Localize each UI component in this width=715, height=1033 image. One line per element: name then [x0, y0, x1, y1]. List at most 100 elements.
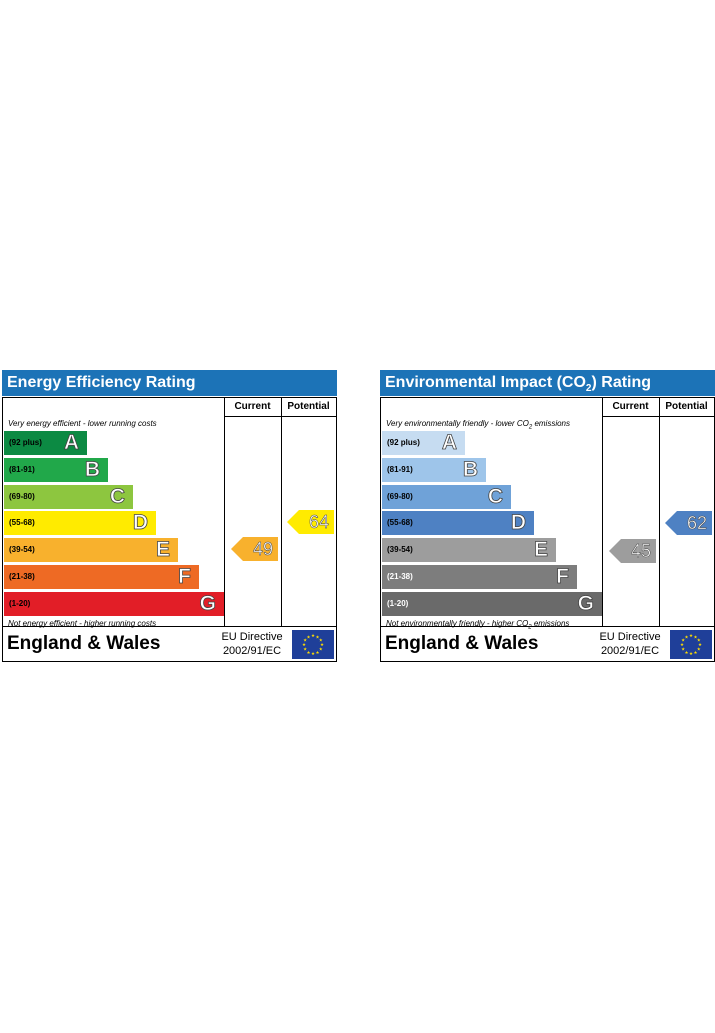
arrow-shape — [665, 511, 712, 536]
band-f: (21-38) F — [4, 565, 199, 589]
eu-star-icon: ★ — [680, 642, 685, 647]
eu-directive: EU Directive 2002/91/EC — [217, 630, 287, 658]
eu-star-icon: ★ — [303, 647, 308, 652]
energy-efficiency-chart: Energy Efficiency Rating Current Potenti… — [2, 370, 337, 662]
eu-flag-icon: ★★★★★★★★★ ★ ★★ — [292, 630, 334, 659]
band-g: (1-20) G — [4, 591, 224, 616]
band-d: (55-68) D — [4, 511, 156, 536]
eu-star-icon: ★ — [693, 634, 698, 639]
bottom-note-subscript: 2 — [528, 624, 532, 631]
title-suffix: ) Rating — [591, 374, 652, 391]
chart-body: Current Potential Very environmentally f… — [380, 397, 715, 662]
title-subscript: 2 — [585, 383, 592, 395]
eu-star-icon: ★ — [311, 633, 316, 638]
eu-star-icon: ★ — [689, 651, 694, 656]
top-note-suffix: emissions — [532, 419, 571, 428]
directive-line1: EU Directive — [599, 631, 661, 643]
eu-star-icon: ★ — [320, 642, 325, 647]
environmental-impact-chart: Environmental Impact (CO2) Rating Curren… — [380, 370, 715, 662]
band-letter: B — [84, 457, 100, 481]
top-note-subscript: 2 — [528, 424, 533, 431]
eu-star-icon: ★ — [302, 642, 307, 647]
country-label: England & Wales — [385, 633, 539, 654]
band-b: (81-91) B — [4, 457, 108, 482]
chart-title: Energy Efficiency Rating — [2, 370, 337, 396]
band-f: (21-38) F — [382, 565, 577, 589]
band-range-label: (81-91) — [9, 464, 35, 474]
band-range-label: (69-80) — [387, 491, 413, 501]
eu-star-icon: ★ — [306, 634, 311, 639]
eu-star-icon: ★ — [697, 647, 702, 652]
current-rating-value: 49 — [252, 539, 274, 560]
band-letter: G — [577, 591, 594, 615]
eu-star-icon: ★ — [315, 650, 320, 655]
band-letter: E — [155, 538, 171, 562]
eu-star-icon: ★ — [315, 634, 320, 639]
band-range-label: (39-54) — [9, 545, 35, 555]
eu-star-icon: ★ — [684, 650, 689, 655]
eu-star-icon: ★ — [693, 650, 698, 655]
potential-rating-value: 62 — [686, 513, 708, 534]
band-letter: A — [441, 431, 457, 455]
band-letter: D — [132, 511, 148, 535]
band-range-label: (55-68) — [9, 518, 35, 528]
band-range-label: (1-20) — [387, 598, 409, 608]
band-range-label: (21-38) — [9, 572, 35, 581]
arrow-shape — [287, 510, 334, 535]
band-range-label: (39-54) — [387, 545, 413, 555]
top-note: Very environmentally friendly - lower CO… — [386, 419, 570, 431]
band-range-label: (1-20) — [9, 598, 31, 608]
band-a: (92 plus) A — [4, 431, 87, 455]
bottom-note: Not environmentally friendly - higher CO… — [386, 619, 569, 631]
band-e: (39-54) E — [4, 538, 178, 563]
band-letter: B — [462, 457, 478, 481]
eu-star-icon: ★ — [697, 638, 702, 643]
directive-line2: 2002/91/EC — [222, 645, 282, 657]
band-range-label: (69-80) — [9, 491, 35, 501]
current-rating-value: 45 — [630, 540, 652, 562]
band-letter: F — [556, 565, 570, 589]
current-rating-arrow: 45 — [609, 538, 656, 563]
directive-line1: EU Directive — [221, 631, 283, 643]
eu-directive: EU Directive 2002/91/EC — [595, 630, 665, 658]
band-c: (69-80) C — [4, 484, 133, 509]
eu-flag-icon: ★★★★★★★★★ ★ ★★ — [670, 630, 712, 659]
band-range-label: (92 plus) — [387, 438, 420, 447]
band-letter: C — [109, 484, 125, 508]
eu-star-icon: ★ — [681, 638, 686, 643]
eu-star-icon: ★ — [689, 633, 694, 638]
eu-star-icon: ★ — [684, 634, 689, 639]
eu-star-icon: ★ — [306, 650, 311, 655]
column-header-current: Current — [612, 401, 649, 412]
band-e: (39-54) E — [382, 538, 556, 563]
band-b: (81-91) B — [382, 457, 486, 482]
eu-star-icon: ★ — [698, 642, 703, 647]
chart-title: Environmental Impact (CO2) Rating — [380, 370, 715, 396]
band-a: (92 plus) A — [382, 431, 465, 455]
potential-rating-value: 64 — [308, 512, 330, 533]
potential-rating-arrow: 64 — [287, 510, 334, 535]
band-range-label: (55-68) — [387, 518, 413, 528]
band-letter: A — [63, 431, 79, 455]
band-range-label: (81-91) — [387, 464, 413, 474]
column-header-potential: Potential — [665, 401, 708, 412]
band-d: (55-68) D — [382, 511, 534, 536]
top-note-prefix: Very environmentally friendly - lower CO — [386, 419, 529, 428]
bottom-note-prefix: Not environmentally friendly - higher CO — [386, 619, 529, 628]
band-letter: F — [178, 565, 192, 589]
eu-star-icon: ★ — [319, 647, 324, 652]
arrow-shape — [609, 538, 656, 563]
potential-rating-arrow: 62 — [665, 511, 712, 536]
eu-star-icon: ★ — [681, 647, 686, 652]
chart-body: Current Potential Very energy efficient … — [2, 397, 337, 662]
directive-line2: 2002/91/EC — [600, 645, 660, 657]
eu-star-icon: ★ — [303, 638, 308, 643]
column-header-potential: Potential — [287, 401, 330, 412]
band-letter: E — [533, 538, 549, 562]
column-header-current: Current — [234, 401, 271, 412]
current-rating-arrow: 49 — [231, 537, 278, 562]
band-range-label: (21-38) — [387, 572, 413, 581]
top-note: Very energy efficient - lower running co… — [8, 419, 157, 428]
eu-star-icon: ★ — [311, 651, 316, 656]
band-g: (1-20) G — [382, 591, 602, 616]
